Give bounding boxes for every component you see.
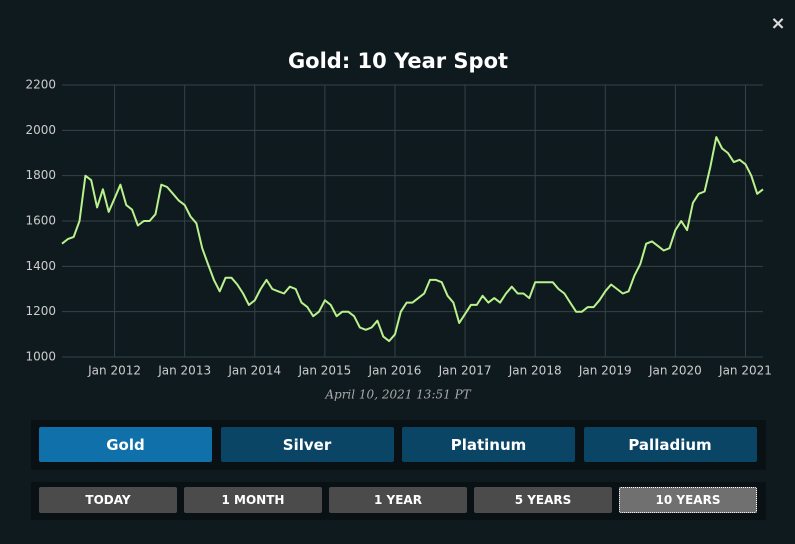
y-tick-label: 1800 <box>25 168 56 182</box>
y-tick-label: 1400 <box>25 259 56 273</box>
x-tick-label: Jan 2016 <box>368 364 422 378</box>
price-line <box>61 136 764 343</box>
range-tabs: TODAY 1 MONTH 1 YEAR 5 YEARS 10 YEARS <box>31 482 766 520</box>
x-tick-label: Jan 2014 <box>227 364 281 378</box>
y-tick-label: 2200 <box>25 78 56 92</box>
x-tick-label: Jan 2012 <box>87 364 141 378</box>
metal-button[interactable]: Palladium <box>583 427 757 462</box>
range-button[interactable]: 1 YEAR <box>329 487 467 513</box>
range-button[interactable]: 5 YEARS <box>474 487 612 513</box>
y-tick-label: 1000 <box>25 350 56 364</box>
metal-button[interactable]: Silver <box>220 427 394 462</box>
x-tick-label: Jan 2019 <box>578 364 632 378</box>
x-tick-label: Jan 2013 <box>157 364 211 378</box>
range-button[interactable]: TODAY <box>39 487 177 513</box>
x-tick-label: Jan 2020 <box>648 364 702 378</box>
x-tick-label: Jan 2015 <box>297 364 351 378</box>
x-tick-label: Jan 2018 <box>508 364 562 378</box>
metal-button[interactable]: Platinum <box>402 427 575 462</box>
x-tick-label: Jan 2017 <box>438 364 492 378</box>
y-tick-label: 1600 <box>25 214 56 228</box>
metal-tabs: Gold Silver Platinum Palladium <box>31 420 766 470</box>
x-tick-label: Jan 2021 <box>718 364 772 378</box>
chart-title: Gold: 10 Year Spot <box>288 49 508 73</box>
range-button[interactable]: 1 MONTH <box>184 487 322 513</box>
metal-button[interactable]: Gold <box>39 427 212 462</box>
y-tick-label: 2000 <box>25 123 56 137</box>
close-icon[interactable]: × <box>770 13 785 34</box>
y-tick-label: 1200 <box>25 304 56 318</box>
timestamp: April 10, 2021 13:51 PT <box>324 388 471 402</box>
range-button[interactable]: 10 YEARS <box>619 487 757 513</box>
